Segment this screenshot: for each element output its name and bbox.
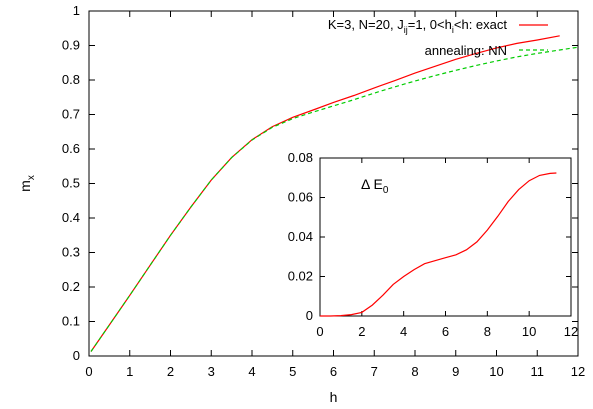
x-tick-label: 3 [208,364,215,379]
y-tick-label: 0.1 [62,314,80,329]
y-tick-label: 0.3 [62,245,80,260]
inset-x-tick-label: 2 [358,324,365,339]
legend-label-subscript: i [452,25,454,35]
x-tick-label: 11 [531,364,545,379]
x-tick-label: 8 [411,364,418,379]
y-tick-label: 0.4 [62,210,80,225]
inset-annotation: Δ E0 [361,176,389,196]
x-tick-label: 6 [330,364,337,379]
inset-frame [319,157,572,317]
y-tick-label: 0 [73,348,80,363]
x-tick-label: 12 [571,364,585,379]
inset-y-tick-label: 0.08 [288,150,313,165]
inset-x-tick-label: 4 [400,324,407,339]
y-tick-label: 0.9 [62,38,80,53]
series-annealing-line [90,46,579,352]
y-tick-label: 0.7 [62,107,80,122]
y-tick-label: 0.6 [62,141,80,156]
inset-y-tick-label: 0 [306,308,313,323]
inset-annotation-subscript: 0 [383,185,389,196]
y-tick-label: 1 [73,3,80,18]
y-tick-label: 0.5 [62,176,80,191]
y-axis-title-subscript: x [26,175,37,180]
legend-label-part: K=3, N=20, J [328,17,404,32]
inset-y-tick-label: 0.04 [288,229,313,244]
inset-x-tick-label: 12 [564,324,578,339]
x-tick-label: 9 [452,364,459,379]
x-tick-label: 1 [126,364,133,379]
x-tick-label: 7 [371,364,378,379]
x-tick-label: 5 [289,364,296,379]
inset-x-tick-label: 0 [316,324,323,339]
y-tick-label: 0.8 [62,72,80,87]
inset-y-tick-label: 0.06 [288,190,313,205]
x-tick-label: 2 [167,364,174,379]
inset-x-tick-label: 10 [522,324,536,339]
y-tick-label: 0.2 [62,279,80,294]
y-axis-title: mx [17,175,37,192]
inset-series-line [320,172,557,317]
y-axis-title-main: m [17,180,33,192]
legend-label-subscript: ij [404,25,408,35]
x-tick-label: 4 [248,364,255,379]
x-tick-label: 10 [489,364,503,379]
legend-label-exact: K=3, N=20, Jij=1, 0<hi<h: exact [328,17,508,35]
legend-label-part: =1, 0<h [408,17,452,32]
legend-label-annealing: annealing: NN [425,43,507,58]
inset-y-tick-label: 0.02 [288,269,313,284]
x-axis-title: h [330,389,338,405]
inset-x-tick-label: 6 [442,324,449,339]
x-tick-label: 0 [85,364,92,379]
legend-label-part: <h: exact [454,17,508,32]
inset-x-tick-label: 8 [484,324,491,339]
inset-annotation-main: Δ E [361,176,383,192]
